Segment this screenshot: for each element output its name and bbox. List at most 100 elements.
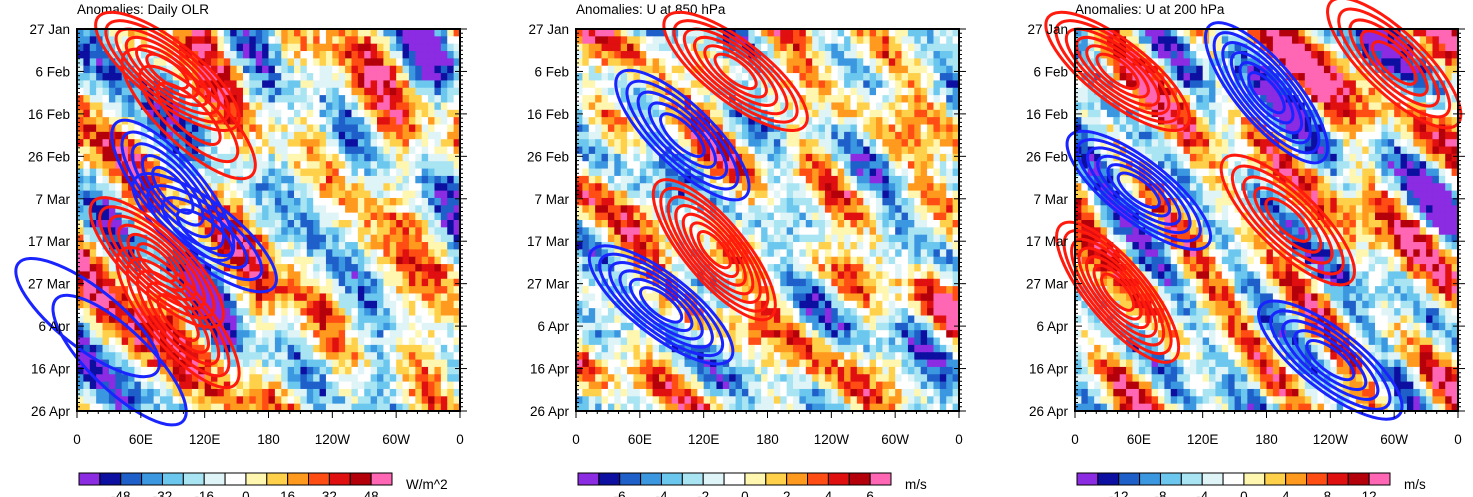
olr-blue-contour (140, 154, 205, 227)
u850-colorbar-label: -4 (655, 489, 667, 497)
u850-x-axis: 0 60E 120E 180 120W 60W 0 (572, 411, 963, 447)
u200-blue-contour (1281, 319, 1380, 401)
u200-colorbar-label: -8 (1154, 489, 1166, 497)
u850-x-tick-label: 180 (756, 432, 779, 447)
olr-y-tick-label: 6 Apr (38, 319, 70, 334)
olr-y-tick-label: 16 Feb (28, 107, 70, 122)
u200-x-tick-label: 120W (1313, 432, 1349, 447)
u200-blue-contour (1247, 71, 1286, 115)
u200-red-contour (1370, 40, 1418, 86)
u850-colorbar-swatch (786, 472, 809, 486)
u850-x-tick-label: 0 (572, 432, 580, 447)
u200-red-contour (1219, 153, 1356, 287)
olr-red-contour (155, 81, 222, 146)
u200-x-tick-label: 60W (1380, 432, 1408, 447)
olr-y-tick-label: 17 Mar (28, 234, 71, 249)
olr-y-tick-label: 7 Mar (35, 192, 70, 207)
olr-y-tick-label: 27 Mar (28, 277, 71, 292)
u850-x-tick-label: 120W (814, 432, 850, 447)
u850-red-contour (681, 212, 747, 287)
u850-colorbar-swatch (848, 472, 871, 486)
u850-blue-contour (625, 79, 740, 191)
u200-red-contour (1348, 18, 1440, 108)
u200-x-tick-label: 180 (1255, 432, 1278, 447)
olr-colorbar-label: 32 (322, 489, 337, 497)
olr-colorbar-swatch (370, 472, 393, 486)
u200-red-contour (1044, 10, 1191, 133)
olr-y-tick-label: 26 Apr (31, 404, 71, 419)
u200-blue-contour (1221, 41, 1312, 145)
u850-x-tick-label: 60E (628, 432, 652, 447)
u200-blue-contour (1096, 154, 1182, 226)
u200-y-tick-label: 16 Apr (1029, 362, 1069, 377)
u200-red-contour (1264, 197, 1312, 243)
olr-colorbar-swatch (266, 472, 289, 486)
olr-red-contour (138, 64, 240, 164)
u200-colorbar-swatch (1180, 472, 1203, 486)
u200-y-tick-label: 6 Apr (1036, 319, 1068, 334)
u200-colorbar: -12 -8 -4 0 4 8 12 m/s (1076, 472, 1426, 497)
u850-x-tick-label: 60W (881, 432, 909, 447)
u200-blue-contour (1269, 309, 1392, 411)
u200-blue-contour (1075, 138, 1202, 243)
u200-x-tick-label: 60E (1127, 432, 1151, 447)
u200-colorbar-label: -4 (1196, 489, 1208, 497)
u850-red-contour (693, 35, 779, 107)
u200-blue-contour (1085, 146, 1192, 235)
u200-y-tick-label: 26 Apr (1029, 404, 1069, 419)
olr-colorbar-label: -32 (153, 489, 173, 497)
u200-colorbar-swatch (1076, 472, 1099, 486)
u200-red-contour (1085, 44, 1150, 99)
olr-colorbar-label: 0 (242, 489, 250, 497)
u200-blue-contour (1238, 61, 1295, 125)
olr-contour-lines (14, 10, 278, 427)
u200-colorbar-swatch (1097, 472, 1120, 486)
olr-blue-contour (120, 130, 226, 251)
u850-colorbar-swatch (681, 472, 704, 486)
u200-colorbar-swatch (1326, 472, 1349, 486)
u850-x-tick-label: 120E (688, 432, 720, 447)
u850-blue-contour (608, 261, 714, 349)
olr-blue-contour (160, 196, 249, 270)
u200-y-tick-label: 27 Jan (1027, 22, 1068, 37)
u200-red-contour (1092, 263, 1143, 321)
olr-chart-title: Anomalies: Daily OLR (77, 2, 209, 17)
olr-colorbar-swatch (287, 472, 310, 486)
u200-blue-contour (1106, 163, 1172, 218)
olr-red-contour (136, 269, 221, 366)
u200-red-contour (1242, 175, 1334, 265)
olr-x-tick-label: 180 (257, 432, 280, 447)
u200-red-contour (1077, 246, 1158, 338)
u200-colorbar-swatch (1264, 472, 1287, 486)
u200-blue-contour (1305, 339, 1356, 382)
olr-x-tick-label: 0 (456, 432, 464, 447)
u200-red-contour (1100, 272, 1136, 312)
u200-colorbar-swatch (1285, 472, 1308, 486)
u850-blue-contour (639, 286, 684, 324)
u850-red-contour (696, 230, 732, 270)
u200-red-contour (1064, 27, 1171, 116)
u850-colorbar-swatch (765, 472, 788, 486)
olr-colorbar-swatch (141, 472, 163, 486)
olr-blue-contour (175, 208, 234, 258)
olr-red-contour (156, 293, 200, 342)
u850-colorbar-swatch (640, 472, 662, 486)
u850-red-contour (662, 10, 809, 133)
olr-colorbar: -48 -32 -16 0 16 32 48 W/m^2 (78, 472, 448, 497)
olr-x-tick-label: 120W (315, 432, 351, 447)
olr-colorbar-swatch (203, 472, 226, 486)
u200-blue-contour (1203, 21, 1330, 165)
olr-colorbar-swatch (308, 472, 330, 486)
olr-hovmoller-chart: Anomalies: Daily OLR 27 Jan 6 Feb 16 Feb 26… (14, 2, 467, 497)
olr-red-contour (124, 35, 210, 107)
u200-x-axis: 0 60E 120E 180 120W 60W 0 (1071, 411, 1462, 447)
u200-blue-contour (1257, 299, 1404, 421)
u200-blue-contour (1116, 171, 1161, 210)
u850-y-tick-label: 26 Feb (527, 149, 569, 164)
u850-panel: Anomalies: U at 850 hPa 27 Jan 6 Feb 16 Fe… (499, 0, 979, 497)
u850-colorbar-swatch (702, 472, 725, 486)
olr-colorbar-swatch (182, 472, 205, 486)
olr-red-contour (125, 257, 231, 378)
u850-y-tick-label: 7 Mar (534, 192, 569, 207)
u850-blue-contour (628, 277, 694, 332)
